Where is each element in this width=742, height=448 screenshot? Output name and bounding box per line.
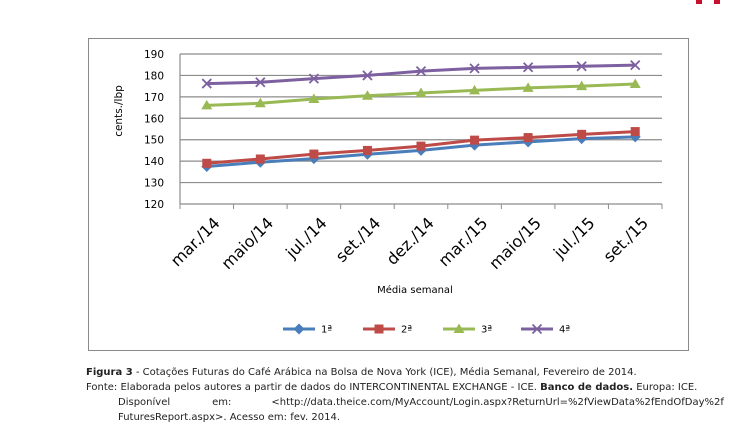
data-point bbox=[308, 93, 320, 103]
legend-marker-stroke bbox=[531, 323, 543, 335]
data-point bbox=[362, 145, 372, 155]
data-point-stroke bbox=[415, 66, 427, 77]
y-tick-label: 170 bbox=[144, 92, 164, 104]
y-tick-label: 120 bbox=[144, 199, 164, 211]
source-available-label: Disponível bbox=[118, 397, 171, 408]
data-point bbox=[309, 149, 319, 159]
figure-caption: Figura 3 - Cotações Futuras do Café Aráb… bbox=[86, 365, 637, 380]
source-text-c: Europa: ICE. bbox=[633, 382, 698, 393]
data-point bbox=[415, 87, 427, 97]
data-point bbox=[255, 77, 266, 88]
x-tick-label: dez./14 bbox=[383, 213, 438, 268]
data-point-stroke bbox=[469, 63, 480, 74]
data-point bbox=[522, 62, 534, 73]
x-tick-label: jul./14 bbox=[281, 213, 330, 262]
source-line-2: Disponível em: <http://data.theice.com/MyA… bbox=[118, 395, 724, 410]
y-tick-label: 160 bbox=[144, 113, 164, 125]
y-tick-label: 150 bbox=[144, 135, 164, 147]
data-point bbox=[415, 66, 427, 77]
data-point-stroke bbox=[522, 62, 534, 73]
chart-frame: 120 130 140 150 160 170 180 190 mar./14 maio/14 ju… bbox=[88, 38, 689, 351]
legend-item-2: 2ª bbox=[363, 324, 412, 336]
data-point bbox=[577, 129, 587, 139]
data-point bbox=[254, 97, 266, 108]
legend-label: 2ª bbox=[401, 325, 412, 336]
x-tick-label: mar./14 bbox=[167, 213, 224, 270]
data-point-stroke bbox=[576, 61, 587, 72]
legend-label: 1ª bbox=[321, 325, 332, 336]
series-2 bbox=[202, 127, 640, 168]
y-tick-label: 140 bbox=[144, 156, 164, 168]
source-em-label: em: bbox=[212, 397, 232, 408]
source-text-a: Fonte: Elaborada pelos autores a partir … bbox=[86, 382, 541, 393]
data-point bbox=[255, 154, 265, 164]
data-point bbox=[576, 80, 588, 91]
x-tick-label: maio/14 bbox=[217, 213, 277, 273]
x-tick-label: set./14 bbox=[332, 213, 385, 266]
figure-text: - Cotações Futuras do Café Arábica na Bo… bbox=[132, 367, 637, 378]
data-point bbox=[523, 133, 533, 143]
x-tick-label: set./15 bbox=[600, 213, 653, 266]
data-point-stroke bbox=[362, 70, 373, 81]
data-point-stroke bbox=[255, 77, 266, 88]
legend-marker bbox=[453, 323, 465, 333]
data-point bbox=[416, 141, 426, 151]
data-point bbox=[201, 99, 213, 110]
x-tick-label: jul./15 bbox=[549, 213, 598, 262]
y-tick-label: 190 bbox=[144, 49, 164, 61]
series-4 bbox=[201, 60, 641, 89]
series-line bbox=[206, 63, 636, 86]
y-tick-label: 180 bbox=[144, 70, 164, 82]
legend-item-4: 4ª bbox=[521, 323, 570, 336]
data-point bbox=[361, 90, 373, 100]
source-url: <http://data.theice.com/MyAccount/Login.… bbox=[271, 397, 724, 408]
data-point-stroke bbox=[201, 78, 212, 89]
data-point-stroke bbox=[630, 60, 641, 71]
data-point bbox=[630, 127, 640, 137]
corner-mark-left bbox=[696, 0, 702, 4]
corner-mark-right bbox=[714, 0, 720, 4]
data-point bbox=[470, 135, 480, 145]
data-point bbox=[202, 158, 212, 168]
legend-marker bbox=[293, 323, 305, 335]
series-1 bbox=[201, 131, 641, 172]
y-axis-label: cents./lbp bbox=[113, 85, 125, 137]
legend-label: 4ª bbox=[559, 325, 570, 336]
data-point bbox=[629, 78, 641, 88]
data-point-stroke bbox=[308, 73, 320, 84]
y-tick-label: 130 bbox=[144, 178, 164, 190]
legend-marker bbox=[531, 323, 543, 335]
data-point bbox=[630, 60, 641, 71]
data-point bbox=[308, 73, 320, 84]
legend-label: 3ª bbox=[481, 325, 492, 336]
source-database: Banco de dados. bbox=[540, 382, 634, 393]
x-tick-label: mar./15 bbox=[435, 213, 492, 270]
x-tick-label: maio/15 bbox=[485, 213, 545, 273]
legend-item-1: 1ª bbox=[283, 323, 332, 336]
data-point bbox=[469, 84, 481, 95]
legend-marker bbox=[374, 324, 384, 334]
data-point bbox=[576, 61, 587, 72]
series-3 bbox=[201, 78, 641, 110]
data-point bbox=[522, 82, 534, 92]
figure-label: Figura 3 bbox=[86, 367, 133, 378]
source-line-3: FuturesReport.aspx>. Acesso em: fev. 201… bbox=[118, 410, 340, 425]
x-axis-label: Média semanal bbox=[377, 284, 453, 296]
source-line-1: Fonte: Elaborada pelos autores a partir … bbox=[86, 380, 697, 395]
legend-item-3: 3ª bbox=[443, 323, 492, 336]
data-point bbox=[201, 78, 212, 89]
data-point bbox=[362, 70, 373, 81]
source-access: FuturesReport.aspx>. Acesso em: fev. 201… bbox=[118, 412, 340, 423]
data-point bbox=[469, 63, 480, 74]
